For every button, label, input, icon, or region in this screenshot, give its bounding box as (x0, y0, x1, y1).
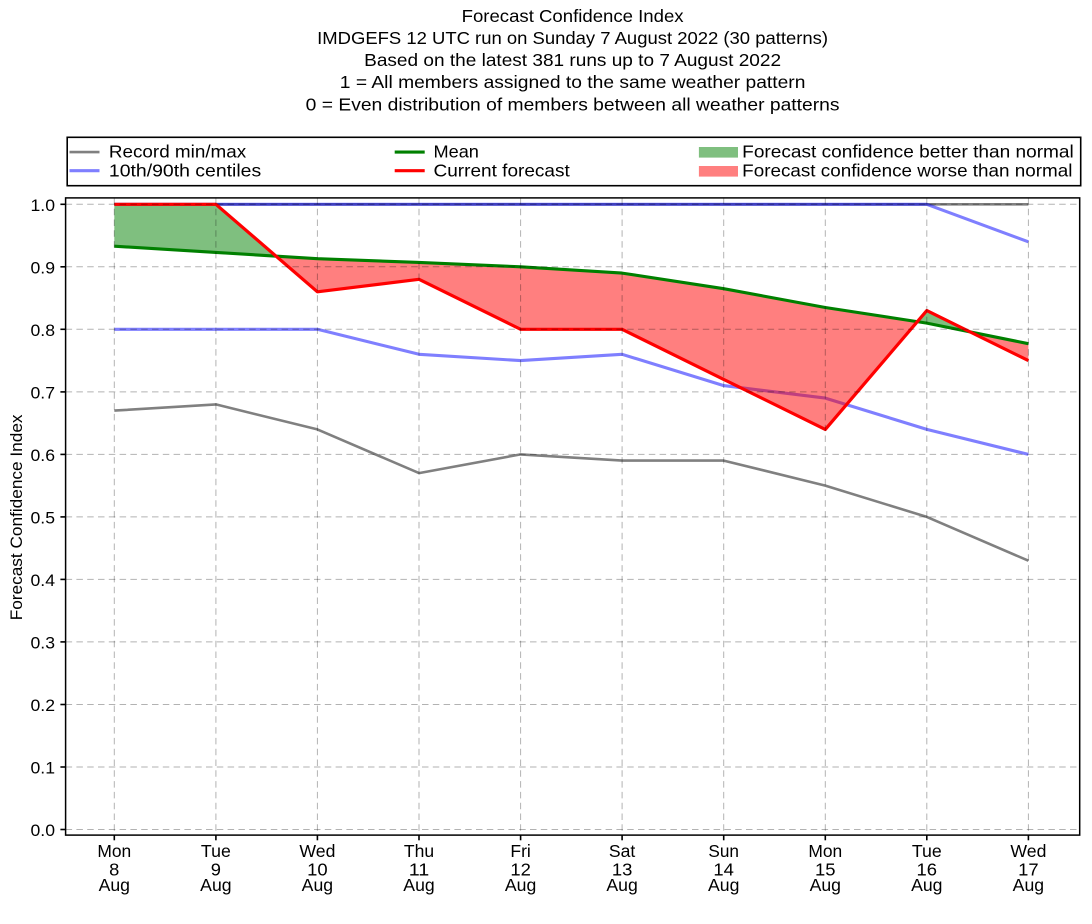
svg-text:13: 13 (612, 860, 633, 879)
svg-text:1.0: 1.0 (31, 197, 56, 215)
svg-text:0.9: 0.9 (31, 259, 56, 277)
svg-text:Mean: Mean (434, 142, 479, 162)
svg-text:Thu: Thu (404, 842, 434, 861)
svg-text:Aug: Aug (1013, 876, 1044, 895)
svg-text:9: 9 (211, 860, 221, 879)
svg-text:0.7: 0.7 (31, 385, 56, 403)
svg-text:0.4: 0.4 (31, 572, 56, 590)
svg-text:Forecast Confidence Index: Forecast Confidence Index (8, 414, 26, 621)
svg-text:15: 15 (815, 860, 836, 879)
svg-text:Aug: Aug (302, 876, 333, 895)
svg-text:Forecast confidence better tha: Forecast confidence better than normal (742, 142, 1074, 162)
svg-text:Aug: Aug (403, 876, 434, 895)
svg-text:1 = All members assigned to th: 1 = All members assigned to the same wea… (340, 72, 806, 92)
svg-text:0.8: 0.8 (31, 322, 56, 340)
svg-text:Sat: Sat (609, 842, 636, 861)
svg-text:0.3: 0.3 (31, 635, 56, 653)
svg-text:Aug: Aug (200, 876, 231, 895)
svg-text:0.0: 0.0 (31, 822, 56, 840)
svg-text:Wed: Wed (299, 842, 335, 861)
svg-text:16: 16 (917, 860, 938, 879)
svg-text:Forecast Confidence Index: Forecast Confidence Index (462, 6, 684, 26)
svg-text:Based on the latest 381 runs u: Based on the latest 381 runs up to 7 Aug… (364, 50, 781, 70)
svg-text:0.2: 0.2 (31, 697, 56, 715)
svg-text:11: 11 (409, 860, 430, 879)
svg-text:Fri: Fri (510, 842, 530, 861)
svg-text:14: 14 (713, 860, 734, 879)
svg-text:8: 8 (109, 860, 119, 879)
svg-text:Current forecast: Current forecast (434, 160, 570, 180)
svg-text:0 = Even distribution of membe: 0 = Even distribution of members between… (306, 94, 840, 114)
svg-text:Sun: Sun (708, 842, 739, 861)
svg-text:Aug: Aug (911, 876, 942, 895)
svg-text:0.1: 0.1 (31, 760, 56, 778)
svg-text:Wed: Wed (1010, 842, 1046, 861)
svg-text:Aug: Aug (606, 876, 637, 895)
svg-text:Mon: Mon (97, 842, 131, 861)
svg-text:Tue: Tue (201, 842, 231, 861)
svg-text:IMDGEFS 12 UTC run on Sunday 7: IMDGEFS 12 UTC run on Sunday 7 August 20… (317, 28, 828, 48)
svg-text:Aug: Aug (99, 876, 130, 895)
svg-text:12: 12 (510, 860, 531, 879)
svg-text:Aug: Aug (810, 876, 841, 895)
svg-text:Aug: Aug (505, 876, 536, 895)
svg-text:0.5: 0.5 (31, 510, 56, 528)
svg-text:Mon: Mon (808, 842, 842, 861)
svg-text:0.6: 0.6 (31, 447, 56, 465)
svg-text:Forecast confidence worse than: Forecast confidence worse than normal (742, 160, 1072, 180)
svg-text:10: 10 (307, 860, 328, 879)
svg-text:10th/90th centiles: 10th/90th centiles (109, 160, 261, 180)
svg-text:Aug: Aug (708, 876, 739, 895)
svg-text:Record min/max: Record min/max (109, 142, 246, 162)
svg-text:17: 17 (1018, 860, 1039, 879)
svg-text:Tue: Tue (912, 842, 942, 861)
